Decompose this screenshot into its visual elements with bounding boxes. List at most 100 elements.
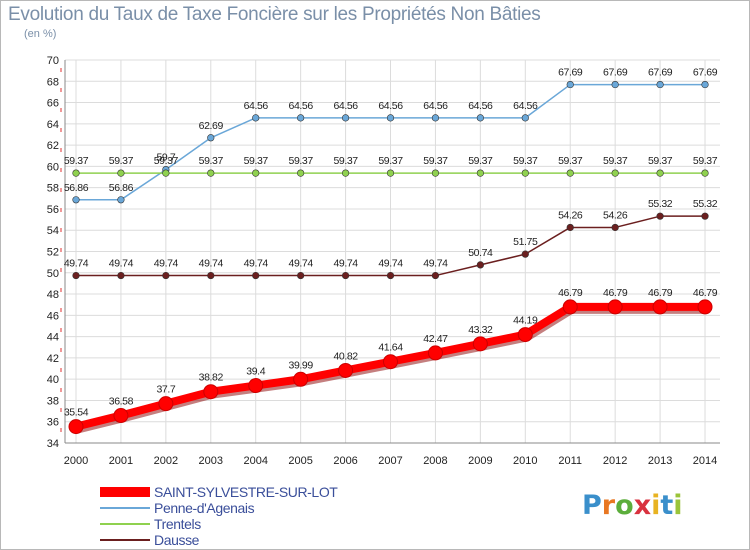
y-tick-label: 68 [47,76,59,88]
data-point-saint-sylvestre-sur-lot [472,336,488,352]
data-label-trentels: 59.37 [423,155,448,167]
y-tick-label: 48 [47,289,59,301]
data-point-saint-sylvestre-sur-lot [607,299,623,315]
legend-label-dausse: Dausse [154,532,200,548]
data-point-trentels [297,169,305,177]
y-tick-label: 62 [47,140,59,152]
data-point-trentels [431,169,440,177]
data-point-saint-sylvestre-sur-lot [113,408,129,424]
data-label-penne-d-agenais: 64.56 [423,100,448,112]
y-axis-unit-label: (en %) [24,28,57,40]
data-label-saint-sylvestre-sur-lot: 44.19 [513,315,538,327]
data-point-dausse [656,212,664,220]
y-tick-label: 34 [47,438,59,450]
x-tick-label: 2009 [468,455,492,467]
data-point-dausse [207,271,215,280]
data-label-penne-d-agenais: 64.56 [378,100,403,112]
data-label-saint-sylvestre-sur-lot: 43.32 [468,324,493,336]
data-label-penne-d-agenais: 67.69 [693,67,718,79]
y-tick-label: 56 [47,204,59,216]
data-label-trentels: 59.37 [199,155,224,167]
data-point-saint-sylvestre-sur-lot [652,299,668,315]
data-label-saint-sylvestre-sur-lot: 46.79 [693,287,718,299]
data-point-penne-d-agenais [611,80,619,89]
data-point-trentels [252,169,260,177]
data-label-dausse: 49.74 [333,258,358,270]
data-label-dausse: 49.74 [199,258,224,270]
y-tick-label: 64 [47,119,59,131]
data-point-saint-sylvestre-sur-lot [158,396,174,412]
x-tick-label: 2012 [603,455,627,467]
data-point-penne-d-agenais [521,114,529,122]
data-label-trentels: 59.37 [558,155,583,167]
data-label-dausse: 49.74 [378,258,403,270]
data-label-penne-d-agenais: 62.69 [199,120,224,132]
y-tick-label: 44 [47,332,59,344]
data-point-penne-d-agenais [341,114,350,122]
y-tick-label: 52 [47,247,59,259]
data-label-penne-d-agenais: 64.56 [333,100,358,112]
x-tick-label: 2007 [378,455,402,467]
legend-swatch-penne-dagenais [100,507,150,509]
data-point-trentels [72,169,80,177]
x-tick-label: 2004 [243,455,267,467]
y-tick-label: 70 [47,55,59,67]
data-point-saint-sylvestre-sur-lot [517,327,533,343]
legend-swatch-dausse [100,539,150,541]
data-point-dausse [252,271,260,280]
data-label-trentels: 59.37 [513,155,538,167]
data-point-saint-sylvestre-sur-lot [697,299,713,315]
data-point-penne-d-agenais [566,80,574,89]
data-label-dausse: 49.74 [423,258,448,270]
data-label-trentels: 59.37 [468,155,493,167]
data-point-saint-sylvestre-sur-lot [338,362,354,378]
data-label-saint-sylvestre-sur-lot: 39.99 [289,359,314,371]
data-point-trentels [207,169,215,177]
x-tick-label: 2001 [109,455,133,467]
data-point-penne-d-agenais [476,114,484,122]
data-point-penne-d-agenais [297,114,305,122]
y-tick-label: 38 [47,395,59,407]
y-tick-label: 60 [47,161,59,173]
data-label-penne-d-agenais: 56.86 [109,182,134,194]
data-label-penne-d-agenais: 59.7 [156,152,175,164]
data-label-dausse: 51.75 [513,236,538,248]
x-tick-label: 2003 [199,455,223,467]
y-tick-label: 58 [47,183,59,195]
data-label-saint-sylvestre-sur-lot: 36.58 [109,396,134,408]
data-label-dausse: 49.74 [289,258,314,270]
data-label-trentels: 59.37 [244,155,269,167]
x-tick-label: 2010 [513,455,537,467]
data-point-penne-d-agenais [207,134,215,142]
data-point-penne-d-agenais [656,80,664,89]
legend-label-penne-dagenais: Penne-d'Agenais [154,500,255,516]
data-point-trentels [701,169,709,177]
y-tick-label: 54 [47,225,59,237]
data-point-trentels [386,169,395,177]
data-point-dausse [566,223,574,232]
data-label-trentels: 59.37 [333,155,358,167]
data-point-penne-d-agenais [431,114,440,122]
x-tick-label: 2000 [64,455,88,467]
data-label-saint-sylvestre-sur-lot: 46.79 [603,287,628,299]
data-point-dausse [701,212,709,220]
data-label-trentels: 59.37 [109,155,134,167]
y-tick-label: 50 [47,268,59,280]
data-point-dausse [117,271,125,280]
data-point-penne-d-agenais [386,114,395,122]
data-point-saint-sylvestre-sur-lot [248,378,264,394]
data-label-saint-sylvestre-sur-lot: 41.64 [378,342,403,354]
data-point-dausse [611,223,619,232]
x-tick-label: 2005 [288,455,312,467]
data-point-trentels [656,169,664,177]
data-point-trentels [341,169,350,177]
data-label-saint-sylvestre-sur-lot: 37.7 [156,384,175,396]
data-label-trentels: 59.37 [648,155,673,167]
data-label-trentels: 59.37 [64,155,89,167]
data-label-penne-d-agenais: 67.69 [558,67,583,79]
y-tick-label: 36 [47,417,59,429]
data-label-trentels: 59.37 [289,155,314,167]
data-label-penne-d-agenais: 64.56 [244,100,269,112]
data-point-dausse [386,271,395,280]
